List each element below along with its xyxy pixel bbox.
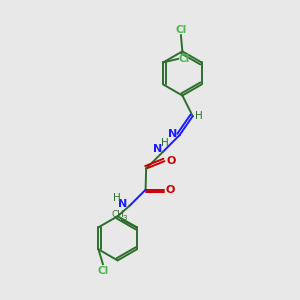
Text: H: H <box>195 111 203 121</box>
Text: O: O <box>166 185 175 195</box>
Text: N: N <box>153 144 162 154</box>
Text: O: O <box>166 156 176 166</box>
Text: N: N <box>168 129 178 139</box>
Text: N: N <box>118 199 128 208</box>
Text: Cl: Cl <box>175 25 187 35</box>
Text: Cl: Cl <box>97 266 109 276</box>
Text: CH: CH <box>111 210 124 219</box>
Text: Cl: Cl <box>179 54 190 64</box>
Text: H: H <box>161 138 169 148</box>
Text: H: H <box>113 193 121 203</box>
Text: 3: 3 <box>123 214 127 220</box>
